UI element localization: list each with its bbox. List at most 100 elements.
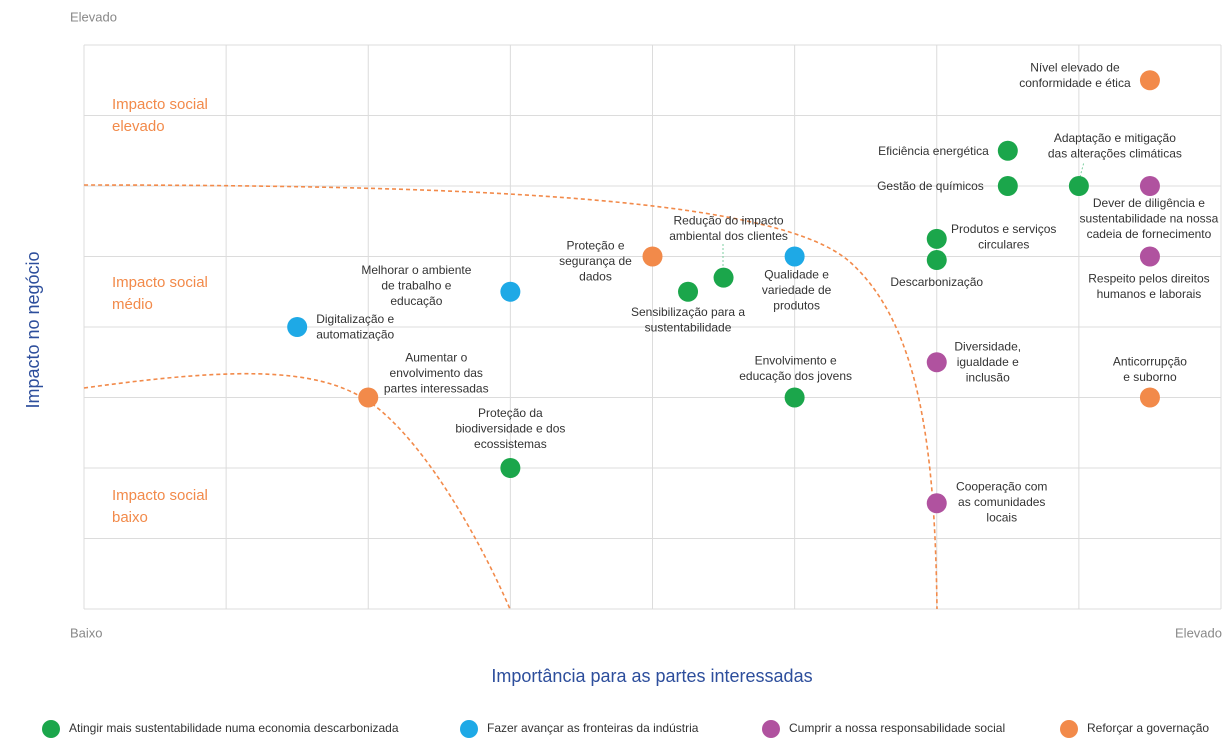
- point-label-line: Proteção da: [478, 406, 543, 420]
- point-label-line: Sensibilização para a: [631, 305, 745, 319]
- point-label: Anticorrupção e suborno: [1113, 355, 1187, 385]
- zone-label-line: médio: [112, 296, 153, 313]
- point-label-line: ambiental dos clientes: [669, 229, 788, 243]
- point-label-line: Diversidade,: [954, 339, 1021, 353]
- point-label-line: envolvimento das: [390, 366, 483, 380]
- x-low-label: Baixo: [70, 625, 103, 640]
- point-label: Redução do impacto ambiental dos clientes: [669, 214, 788, 244]
- point-label: Envolvimento e educação dos jovens: [739, 354, 852, 384]
- point-label-line: Respeito pelos direitos: [1088, 272, 1209, 286]
- zone-label: Impacto social médio: [112, 274, 208, 313]
- point-label-line: Aumentar o: [405, 351, 467, 365]
- point-label-line: educação: [390, 294, 442, 308]
- grid: [83, 44, 1222, 610]
- point-label-line: Descarbonização: [890, 275, 983, 289]
- point: [500, 281, 521, 302]
- point-label: Descarbonização: [890, 275, 983, 289]
- point-label: Qualidade e variedade de produtos: [762, 268, 832, 313]
- x-high-label: Elevado: [1175, 625, 1222, 640]
- zone-label-line: elevado: [112, 118, 165, 135]
- point: [358, 387, 379, 408]
- legend-swatch: [762, 720, 780, 738]
- point: [926, 250, 947, 271]
- y-high-label: Elevado: [70, 9, 117, 24]
- point-label: Cooperação com as comunidades locais: [956, 479, 1047, 524]
- point: [997, 140, 1018, 161]
- point: [1068, 176, 1089, 196]
- point-label-line: inclusão: [966, 370, 1010, 384]
- zone-label-line: baixo: [112, 509, 148, 526]
- y-axis-title: Impacto no negócio: [23, 251, 43, 408]
- zone-label: Impacto social elevado: [112, 96, 208, 135]
- point-label-line: Eficiência energética: [878, 144, 989, 158]
- point: [642, 246, 663, 267]
- point-label-line: Melhorar o ambiente: [361, 263, 471, 277]
- point-label-line: conformidade e ética: [1019, 76, 1131, 90]
- point-label-line: cadeia de fornecimento: [1087, 227, 1212, 241]
- point: [1139, 176, 1160, 196]
- point-label-line: locais: [986, 510, 1017, 524]
- point: [926, 228, 947, 249]
- point-label-line: igualdade e: [957, 355, 1019, 369]
- point-label-line: Adaptação e mitigação: [1054, 131, 1176, 145]
- point: [997, 176, 1018, 196]
- point: [287, 317, 308, 337]
- legend-swatch: [460, 720, 478, 738]
- point-label-line: das alterações climáticas: [1048, 147, 1182, 161]
- point-label-line: Anticorrupção: [1113, 355, 1187, 369]
- legend-label: Fazer avançar as fronteiras da indústria: [487, 721, 699, 735]
- legend-swatch: [1060, 720, 1078, 738]
- legend-label: Reforçar a governação: [1087, 721, 1209, 735]
- zone-label: Impacto social baixo: [112, 487, 208, 526]
- point-label-line: dados: [579, 270, 612, 284]
- point: [1139, 70, 1160, 91]
- point-label-line: Qualidade e: [764, 268, 829, 282]
- point-label-line: Nível elevado de: [1030, 60, 1120, 74]
- point-label: Aumentar o envolvimento das partes interes…: [384, 351, 489, 396]
- point-label-line: sustentabilidade: [645, 320, 732, 334]
- content: Impacto social elevado Impacto social médio…: [42, 60, 1219, 738]
- point-label-line: variedade de: [762, 283, 832, 297]
- point-label-line: produtos: [773, 299, 820, 313]
- point-label-line: e suborno: [1123, 370, 1177, 384]
- point-label-line: de trabalho e: [381, 278, 451, 292]
- point-label: Melhorar o ambiente de trabalho e educação: [361, 263, 471, 308]
- point: [784, 387, 805, 408]
- point-label: Gestão de químicos: [877, 179, 984, 193]
- point-label-line: circulares: [978, 238, 1029, 252]
- point: [1139, 246, 1160, 267]
- point-label: Diversidade, igualdade e inclusão: [954, 339, 1021, 384]
- legend-label: Atingir mais sustentabilidade numa econo…: [69, 721, 399, 735]
- point-label: Adaptação e mitigação das alterações clim…: [1048, 131, 1182, 161]
- zone-label-line: Impacto social: [112, 487, 208, 504]
- point-label: Nível elevado de conformidade e ética: [1019, 60, 1131, 90]
- point: [926, 352, 947, 373]
- point: [500, 458, 521, 478]
- point-label-line: humanos e laborais: [1097, 287, 1202, 301]
- point-label-line: automatização: [316, 328, 394, 342]
- zone-label-line: Impacto social: [112, 274, 208, 291]
- point-label-line: Digitalização e: [316, 312, 394, 326]
- point: [926, 493, 947, 514]
- point-label: Sensibilização para a sustentabilidade: [631, 305, 745, 335]
- point-label-line: biodiversidade e dos: [455, 422, 565, 436]
- point-label-line: Dever de diligência e: [1093, 196, 1205, 210]
- point: [1139, 387, 1160, 408]
- point-label: Produtos e serviços circulares: [951, 222, 1056, 252]
- connector: [1079, 161, 1085, 178]
- point-label-line: Cooperação com: [956, 479, 1047, 493]
- legend-swatch: [42, 720, 60, 738]
- point-label-line: Envolvimento e: [755, 354, 837, 368]
- point-label: Proteção e segurança de dados: [559, 239, 632, 284]
- zone-label-line: Impacto social: [112, 96, 208, 113]
- point: [678, 281, 699, 302]
- point-label: Eficiência energética: [878, 144, 989, 158]
- point-label-line: Produtos e serviços: [951, 222, 1056, 236]
- point: [784, 246, 805, 267]
- point-label-line: as comunidades: [958, 495, 1045, 509]
- point-label-line: partes interessadas: [384, 382, 489, 396]
- point-label: Digitalização e automatização: [316, 312, 394, 342]
- x-axis-title: Importância para as partes interessadas: [491, 666, 812, 686]
- point-label-line: Redução do impacto: [674, 214, 784, 228]
